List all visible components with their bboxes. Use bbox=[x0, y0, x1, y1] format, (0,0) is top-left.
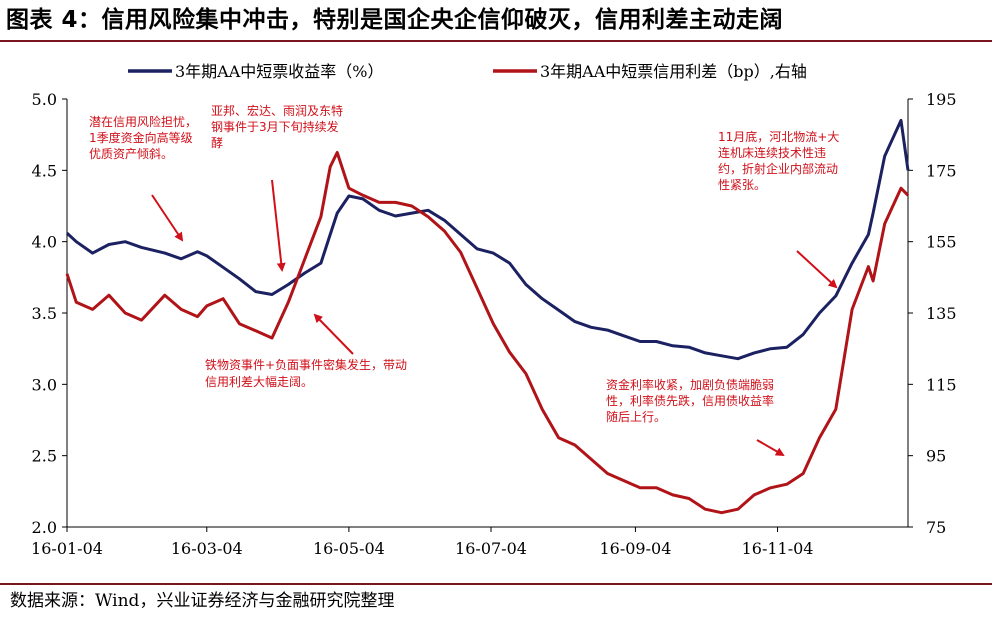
annotation-arrow bbox=[756, 439, 785, 456]
annotation-arrow bbox=[271, 179, 286, 272]
annotation-text-line: 信用利差大幅走阔。 bbox=[205, 374, 313, 389]
annotation-arrow bbox=[796, 250, 838, 289]
y-right-tick-label: 155 bbox=[926, 233, 957, 252]
spread-series-line bbox=[65, 151, 910, 515]
x-tick-label: 16-05-04 bbox=[313, 539, 385, 558]
title-divider bbox=[0, 40, 992, 42]
legend-label: 3年期AA中短票收益率（%） bbox=[175, 62, 384, 81]
annotation-text-line: 约，折射企业内部流动 bbox=[718, 161, 838, 176]
annotation-text-line: 优质资产倾斜。 bbox=[89, 147, 173, 161]
annotation-text-line: 连机床连续技术性违 bbox=[718, 145, 826, 160]
x-tick-label: 16-03-04 bbox=[171, 539, 243, 558]
x-tick-label: 16-07-04 bbox=[455, 539, 527, 558]
y-right-tick-label: 115 bbox=[926, 375, 957, 394]
y-left-tick-label: 4.0 bbox=[32, 233, 57, 252]
x-tick-label: 16-11-04 bbox=[742, 539, 814, 558]
y-left-tick-label: 5.0 bbox=[32, 90, 57, 109]
source-note: 数据来源：Wind，兴业证券经济与金融研究院整理 bbox=[10, 591, 395, 611]
y-right-tick-label: 95 bbox=[926, 447, 946, 466]
yield-series-line bbox=[65, 118, 910, 361]
annotation-text-line: 酵 bbox=[211, 136, 223, 150]
y-left-tick-label: 2.0 bbox=[32, 518, 57, 537]
annotation-text-line: 亚邦、宏达、雨润及东特 bbox=[211, 103, 343, 118]
annotation-text-line: 铁物资事件+负面事件密集发生，带动 bbox=[205, 357, 407, 372]
annotation-text-line: 性，利率债先跌，信用债收益率 bbox=[606, 393, 774, 408]
annotation-text-line: 潜在信用风险担忧， bbox=[89, 114, 197, 129]
source-divider bbox=[0, 583, 992, 585]
figure-title: 图表 4：信用风险集中冲击，特别是国企央企信仰破灭，信用利差主动走阔 bbox=[6, 7, 784, 33]
annotation-text-line: 1季度资金向高等级 bbox=[89, 130, 193, 145]
annotation-text-line: 随后上行。 bbox=[606, 409, 666, 424]
y-right-tick-label: 75 bbox=[926, 518, 946, 537]
y-right-tick-label: 135 bbox=[926, 304, 957, 323]
x-tick-label: 16-01-04 bbox=[31, 539, 103, 558]
y-right-tick-label: 175 bbox=[926, 161, 957, 180]
y-left-tick-label: 3.5 bbox=[32, 304, 57, 323]
x-tick-label: 16-09-04 bbox=[599, 539, 671, 558]
chart: 2.0 2.5 3.0 3.5 4.0 4.5 5.0 75 95 115 135 155 175 195… bbox=[31, 62, 957, 558]
annotation-arrow bbox=[151, 194, 184, 242]
y-left-tick-label: 2.5 bbox=[32, 447, 57, 466]
y-right-tick-label: 195 bbox=[926, 90, 957, 109]
annotation-text-line: 性紧张。 bbox=[718, 178, 766, 192]
y-left-tick-label: 4.5 bbox=[32, 161, 57, 180]
annotation-text-line: 钢事件于3月下旬持续发 bbox=[211, 119, 339, 134]
annotation-text-line: 资金利率收紧，加剧负债端脆弱 bbox=[606, 377, 774, 392]
y-left-tick-label: 3.0 bbox=[32, 375, 57, 394]
legend-label: 3年期AA中短票信用利差（bp）,右轴 bbox=[540, 62, 807, 81]
annotation-arrow bbox=[313, 313, 354, 355]
annotation-text-line: 11月底，河北物流+大 bbox=[718, 129, 839, 144]
